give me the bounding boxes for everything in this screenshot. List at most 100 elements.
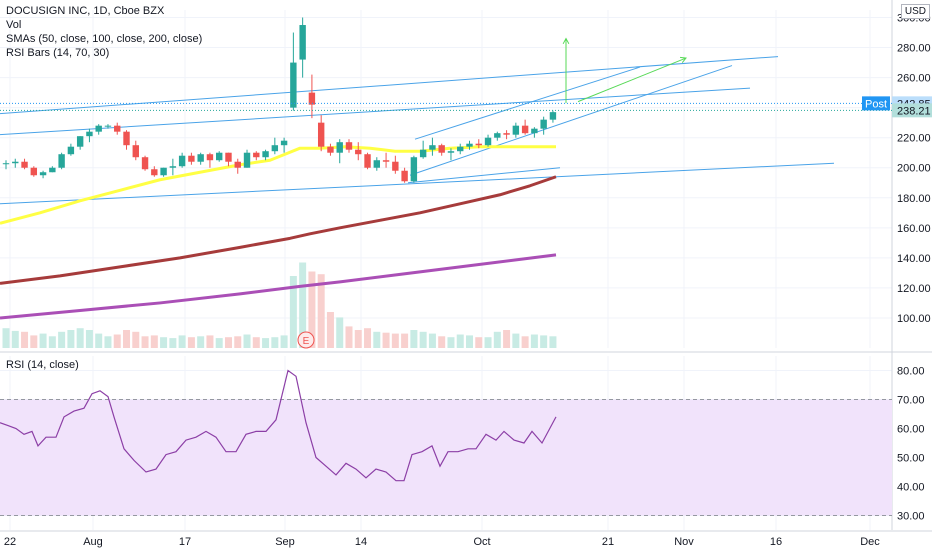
last-price-badge [892,103,932,118]
candle-body [178,155,186,167]
volume-bar [169,338,177,348]
volume-bar [123,330,131,348]
candle-body [419,149,427,158]
volume-bar [447,337,455,348]
legend-rsi[interactable]: RSI (14, close) [6,359,79,371]
volume-bar [150,335,158,348]
price-tick-label: 100.00 [897,313,931,325]
volume-bar [456,334,464,348]
post-label-badge [862,96,890,111]
earnings-marker-label: E [303,336,310,347]
trend-line [0,162,835,205]
rsi-line [0,369,557,482]
time-tick-label: Dec [860,536,880,548]
candle-body [503,133,510,135]
rsi-overbought-oversold-band [0,399,892,516]
price-tick-label: 220.00 [897,133,931,145]
candle-body [49,167,56,173]
candle-body [76,136,84,147]
legend-rsi-bars[interactable]: RSI Bars (14, 70, 30) [6,47,110,59]
candle-body [86,131,93,137]
volume-bar [382,332,390,348]
volume-bar [336,317,344,348]
candles [2,17,557,183]
candle-body [104,125,112,127]
time-tick-label: 17 [179,536,191,548]
time-tick-label: 14 [355,536,367,548]
volume-bar [540,335,548,348]
time-tick-label: Oct [473,536,490,548]
volume-bar [262,338,270,348]
candle-body [531,128,538,134]
candle-body [540,119,547,129]
volume-bar [308,271,316,348]
volume-bar [326,312,334,348]
projection-arrowhead [562,37,570,45]
volume-bar [178,335,186,348]
volume-bar [484,337,492,348]
earnings-marker[interactable]: E [297,331,315,349]
candle-body [429,145,436,150]
candle-body [197,154,204,162]
time-tick-label: Aug [83,536,103,548]
volume-bar [271,337,279,348]
projection-arrow [577,57,687,103]
currency-button[interactable]: USD [900,4,930,19]
volume-bar [391,333,399,348]
volume-bar [48,336,56,348]
volume-bar [512,333,520,348]
trend-line [0,56,779,115]
volume-bar [299,262,307,348]
volume-bar [132,331,140,348]
legend-smas[interactable]: SMAs (50, close, 100, close, 200, close) [6,33,203,45]
candle-body [484,137,492,146]
candle-body [132,145,139,158]
projection-arrowhead [679,56,687,64]
volume-bar [503,330,511,348]
price-tick-label: 180.00 [897,193,931,205]
volume-bar [21,331,29,348]
candle-body [114,125,121,132]
volume-bar [30,335,38,348]
candle-body [58,154,65,168]
candle-body [410,157,418,182]
volume-bar [373,331,381,348]
volume-bar [521,336,529,348]
candle-body [243,152,251,168]
candle-body [206,154,214,161]
volume-bar [160,337,168,348]
volume-bar [224,337,232,348]
candle-body [290,62,297,108]
candle-body [475,143,482,146]
volume-bar [289,276,297,348]
candle-body [141,157,149,170]
candle-body [225,152,232,162]
volume-bar [401,333,409,348]
volume-bar [438,336,446,348]
legend-volume[interactable]: Vol [6,19,22,31]
legend-title[interactable]: DOCUSIGN INC, 1D, Cboe BZX [6,5,165,17]
last-price-value: 238.21 [897,105,931,117]
volume-bar [252,337,260,348]
candle-body [188,155,195,162]
volume-bar [67,330,75,348]
sma-200-line [0,253,557,320]
candle-body [494,133,501,138]
volume-bar [215,338,223,348]
volume-bar [197,336,205,348]
earnings-marker-circle[interactable] [297,331,315,349]
volume-bar [428,333,436,348]
rsi-series [0,369,557,482]
axes: 100.00 120.00 140.00 160.00 180.00 200.00 220.… [4,13,931,548]
rsi-tick-label: 80.00 [897,366,925,378]
volume-bar [243,334,251,348]
candle-body [336,142,343,153]
volume-bar [141,336,149,348]
trend-line [407,167,561,184]
candle-body [2,163,10,165]
time-tick-label: Sep [275,536,295,548]
candle-body [299,25,306,60]
volume-bar [234,336,242,348]
volume-bar [419,331,427,348]
volume-bar [11,330,19,348]
